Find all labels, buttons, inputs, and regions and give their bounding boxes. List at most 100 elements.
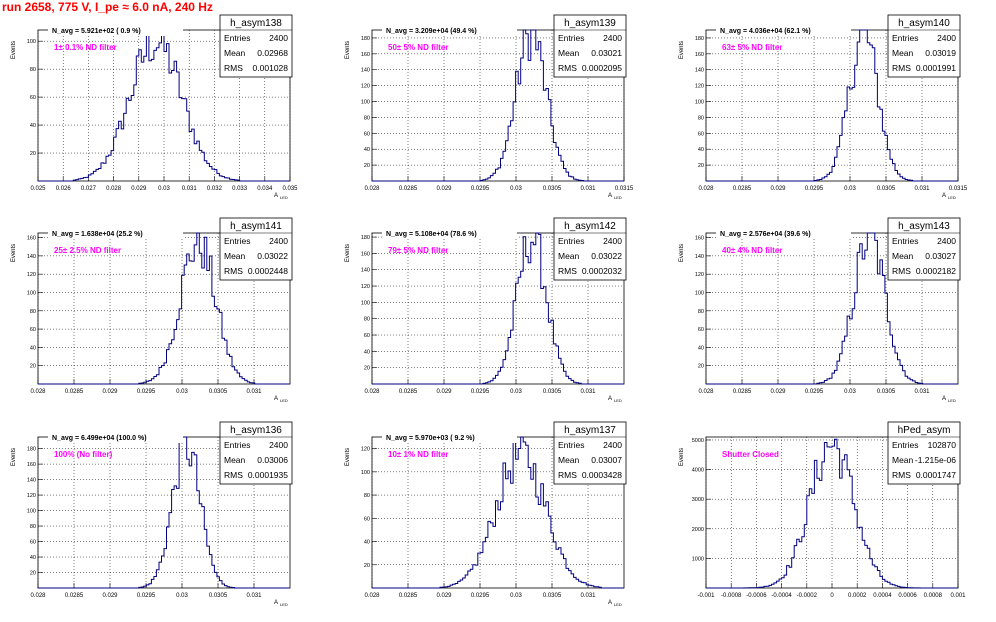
- y-tick-label: 80: [30, 67, 36, 73]
- stats-value: 0.03006: [257, 455, 288, 465]
- y-tick-label: 100: [361, 100, 370, 106]
- x-tick-label: 0.029: [131, 186, 147, 192]
- x-axis-label: A: [274, 600, 278, 606]
- y-tick-label: 140: [695, 254, 704, 260]
- x-axis-label: A: [942, 396, 946, 402]
- histogram-line: [706, 232, 958, 385]
- y-tick-label: 60: [364, 131, 370, 137]
- histogram-title: N_avg = 6.499e+04 (100.0 %): [52, 435, 147, 442]
- x-tick-label: 0.03: [510, 389, 522, 395]
- x-tick-label: 0.0295: [805, 389, 824, 395]
- x-tick-label: 0.035: [282, 186, 298, 192]
- stats-key: Entries: [224, 440, 250, 450]
- y-tick-label: 160: [361, 251, 370, 257]
- x-tick-label: 0.0305: [209, 593, 228, 599]
- stats-value: 0.03022: [591, 251, 622, 261]
- x-tick-label: 0.029: [102, 593, 118, 599]
- y-axis-label: Events: [345, 244, 351, 262]
- x-tick-label: 0.029: [436, 593, 452, 599]
- x-tick-label: 0.031: [580, 593, 596, 599]
- y-axis-label: Events: [11, 448, 17, 466]
- histogram-line: [38, 436, 290, 589]
- x-tick-label: 0.028: [364, 593, 380, 599]
- y-tick-label: 120: [361, 84, 370, 90]
- y-tick-label: 120: [361, 447, 370, 453]
- x-axis-label: A: [274, 396, 278, 402]
- stats-box: [887, 217, 961, 281]
- stats-value: 2400: [937, 33, 956, 43]
- x-axis-label-subscript: LED: [614, 398, 622, 403]
- x-tick-label: -0.0004: [771, 593, 792, 599]
- run-title: run 2658, 775 V, I_pe ≈ 6.0 nA, 240 Hz: [2, 0, 213, 14]
- histogram-name: h_asym140: [898, 18, 950, 29]
- stats-key: Entries: [892, 33, 918, 43]
- y-tick-label: 100: [361, 470, 370, 476]
- title-box: [48, 24, 183, 36]
- y-tick-label: 160: [695, 52, 704, 58]
- x-tick-label: 0.0315: [615, 186, 634, 192]
- stats-key: Mean: [224, 455, 246, 465]
- histogram-panel: 0.028 0.0285 0.029 0.0295 0.03 0.0305 0.031 0.0…: [345, 14, 634, 200]
- histogram-title: N_avg = 1.638e+04 (25.2 %): [52, 231, 143, 238]
- stats-value: 0.0002182: [916, 266, 956, 276]
- y-tick-label: 100: [695, 290, 704, 296]
- x-tick-label: 0.0285: [399, 593, 418, 599]
- y-tick-label: 80: [30, 524, 36, 530]
- stats-key: Entries: [558, 236, 584, 246]
- histogram-line: [706, 438, 958, 589]
- y-axis-label: Events: [345, 448, 351, 466]
- x-tick-label: 0.031: [580, 389, 596, 395]
- y-tick-label: 140: [27, 254, 36, 260]
- x-tick-label: 0.031: [580, 186, 596, 192]
- x-tick-label: 0.0305: [877, 389, 896, 395]
- x-tick-label: 0.027: [81, 186, 97, 192]
- y-axis-label: Events: [679, 244, 685, 262]
- y-tick-label: 100: [27, 509, 36, 515]
- x-tick-label: 0.03: [844, 186, 856, 192]
- x-tick-label: 0.028: [698, 389, 714, 395]
- x-tick-label: 0.001: [950, 593, 966, 599]
- x-axis-label-subscript: LED: [280, 602, 288, 607]
- stats-value: 102870: [928, 440, 957, 450]
- filter-label: 50± 5% ND filter: [388, 43, 448, 52]
- y-tick-label: 140: [695, 68, 704, 74]
- histogram-name: h_asym142: [564, 221, 616, 232]
- x-tick-label: 0.0305: [543, 389, 562, 395]
- y-tick-label: 120: [27, 493, 36, 499]
- y-tick-label: 40: [30, 123, 36, 129]
- x-tick-label: 0.026: [56, 186, 72, 192]
- histogram-panel: 0.028 0.0285 0.029 0.0295 0.03 0.0305 0.031 20 4…: [345, 217, 627, 403]
- x-tick-label: 0.031: [914, 389, 930, 395]
- y-tick-label: 60: [30, 327, 36, 333]
- y-tick-label: 180: [361, 235, 370, 241]
- stats-value: 0.0002095: [582, 63, 622, 73]
- x-tick-label: 0.0285: [399, 186, 418, 192]
- y-tick-label: 40: [30, 345, 36, 351]
- y-tick-label: 20: [30, 151, 36, 157]
- x-tick-label: -0.001: [697, 593, 715, 599]
- y-tick-label: 20: [30, 571, 36, 577]
- stats-value: 0.0001991: [916, 63, 956, 73]
- y-tick-label: 160: [361, 52, 370, 58]
- x-axis-label-subscript: LED: [614, 195, 622, 200]
- histogram-line: [372, 29, 624, 182]
- y-tick-label: 80: [364, 115, 370, 121]
- x-tick-label: 0.031: [182, 186, 198, 192]
- histogram-panel: 0.028 0.0285 0.029 0.0295 0.03 0.0305 0.031 20 4…: [345, 421, 627, 607]
- title-box: [382, 227, 517, 239]
- stats-key: RMS: [892, 266, 911, 276]
- histogram-panel: 0.025 0.026 0.027 0.028 0.029 0.03 0.031 0.032 0…: [11, 14, 298, 200]
- stats-value: 2400: [603, 440, 622, 450]
- stats-value: 2400: [603, 236, 622, 246]
- x-tick-label: 0.03: [510, 593, 522, 599]
- x-axis-label: A: [942, 193, 946, 199]
- y-tick-label: 140: [361, 268, 370, 274]
- x-tick-label: 0.0305: [209, 389, 228, 395]
- title-box: [48, 431, 183, 443]
- stats-value: 2400: [269, 33, 288, 43]
- stats-value: 0.0002448: [248, 266, 288, 276]
- stats-value: 0.001028: [253, 63, 289, 73]
- x-axis-label-subscript: LED: [614, 602, 622, 607]
- histogram-panel: 0.028 0.0285 0.029 0.0295 0.03 0.0305 0.031 20 4…: [11, 421, 293, 607]
